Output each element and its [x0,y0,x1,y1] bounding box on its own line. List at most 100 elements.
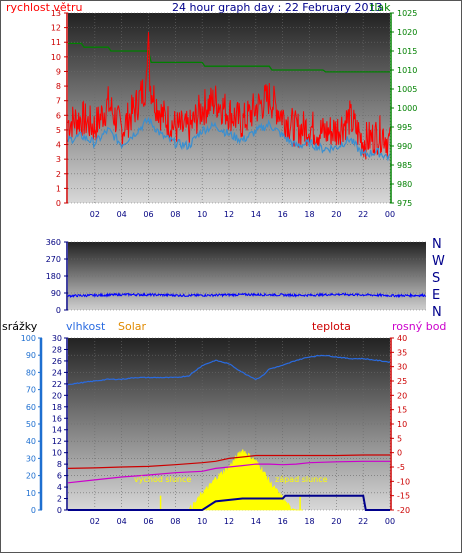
tick-label-rain: 20 [26,472,36,481]
series-layer [67,32,427,511]
tick-label-wind: 6 [56,111,61,120]
tick-label-rain: 40 [26,437,36,446]
tick-label-temperature: -10 [397,477,410,486]
x-tick-label-temp: 02 [90,517,100,526]
tick-label-wind: 4 [56,141,61,150]
x-tick-label: 04 [117,210,127,219]
tick-label-humidity: 24 [52,368,62,377]
sunset-label: západ slunce [275,475,328,484]
tick-label-temperature: 25 [397,377,407,386]
x-tick-label: 22 [358,210,368,219]
tick-label-rain: 30 [26,454,36,463]
tick-label-pressure: 975 [397,199,412,208]
panel-wind-pressure [68,13,390,203]
x-tick-label-temp: 22 [358,517,368,526]
tick-label-rain: 0 [31,506,36,515]
panel-wind-direction [68,242,426,310]
compass-label: W [432,254,445,269]
tick-label-humidity: 12 [52,437,62,446]
compass-label: N [432,237,442,252]
x-tick-label-temp: 20 [331,517,341,526]
humidity-axis-title: vlhkost [66,320,106,333]
axes-layer: 0123456789101112139759809859909951000100… [21,9,445,526]
tick-label-pressure: 995 [397,123,412,132]
x-tick-label: 02 [90,210,100,219]
x-tick-label: 06 [143,210,153,219]
x-tick-label: 10 [197,210,207,219]
tick-label-direction: 90 [51,289,61,298]
wind-axis-title: rychlost větru [6,1,82,14]
tick-label-temperature: 15 [397,406,407,415]
tick-label-humidity: 20 [52,391,62,400]
tick-label-temperature: -5 [397,463,405,472]
tick-label-humidity: 2 [57,495,62,504]
tick-label-wind: 13 [51,9,61,18]
x-tick-label: 20 [331,210,341,219]
series-humidity [67,354,391,386]
x-tick-label-temp: 06 [143,517,153,526]
pressure-axis-title: tlak [370,1,391,14]
x-tick-label-temp: 08 [170,517,180,526]
tick-label-pressure: 1000 [397,104,417,113]
tick-label-humidity: 0 [57,506,62,515]
series-temperature [67,454,390,469]
temperature-axis-title: teplota [312,320,351,333]
tick-label-pressure: 1020 [397,28,417,37]
tick-label-temperature: 35 [397,348,407,357]
tick-label-temperature: -20 [397,506,410,515]
series-solar [188,449,303,511]
sunrise-label: východ slunce [134,475,191,484]
tick-label-wind: 0 [56,199,61,208]
tick-label-pressure: 990 [397,142,412,151]
tick-label-wind: 12 [51,24,61,33]
tick-label-direction: 360 [46,238,61,247]
tick-label-direction: 0 [56,306,61,315]
x-tick-label: 08 [170,210,180,219]
tick-label-temperature: 10 [397,420,407,429]
x-tick-label-temp: 14 [251,517,261,526]
series-rain [68,494,390,511]
x-tick-label-temp: 16 [278,517,288,526]
x-tick-label: 00 [385,210,395,219]
tick-label-rain: 100 [21,334,36,343]
x-tick-label-temp: 04 [117,517,127,526]
tick-label-humidity: 22 [52,380,62,389]
x-tick-label: 14 [251,210,261,219]
series-pressure [68,42,390,73]
series-wind-direction [67,292,427,299]
tick-label-humidity: 18 [52,403,62,412]
tick-label-wind: 8 [56,82,61,91]
chart-title: 24 hour graph day : 22 February 2013 [172,1,383,14]
tick-label-temperature: 40 [397,334,407,343]
series-wind-average [67,116,391,162]
tick-label-humidity: 28 [52,345,62,354]
tick-label-humidity: 6 [57,472,62,481]
dewpoint-title: rosný bod [392,320,446,333]
tick-label-wind: 3 [56,155,61,164]
tick-label-wind: 5 [56,126,61,135]
tick-label-temperature: 30 [397,363,407,372]
tick-label-temperature: 0 [397,449,402,458]
x-tick-label-temp: 18 [304,517,314,526]
tick-label-rain: 70 [26,386,36,395]
tick-label-humidity: 8 [57,460,62,469]
compass-label: E [432,288,440,303]
tick-label-rain: 60 [26,403,36,412]
x-tick-label: 18 [304,210,314,219]
tick-label-direction: 270 [46,255,61,264]
series-wind-speed [67,32,391,160]
tick-label-temperature: 5 [397,434,402,443]
tick-label-temperature: 20 [397,391,407,400]
tick-label-rain: 50 [26,420,36,429]
tick-label-wind: 7 [56,97,61,106]
x-tick-label-temp: 12 [224,517,234,526]
tick-label-pressure: 980 [397,180,412,189]
x-tick-label: 12 [224,210,234,219]
x-tick-label-temp: 10 [197,517,207,526]
tick-label-humidity: 30 [52,334,62,343]
series-dewpoint [67,460,390,484]
x-tick-label-temp: 00 [385,517,395,526]
tick-label-pressure: 985 [397,161,412,170]
